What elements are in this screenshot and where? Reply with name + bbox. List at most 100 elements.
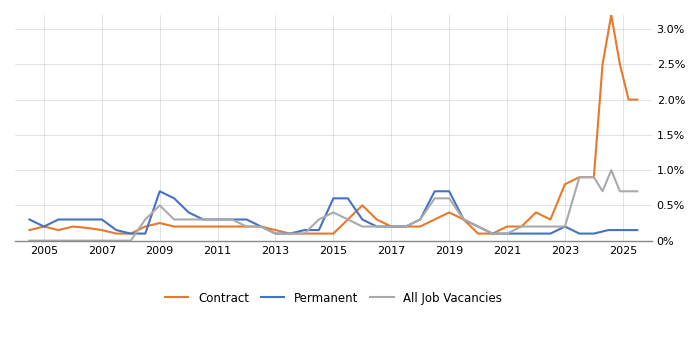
Permanent xyxy=(633,228,641,232)
All Job Vacancies xyxy=(616,189,624,194)
Permanent xyxy=(489,231,497,236)
Contract xyxy=(517,224,526,229)
Contract xyxy=(358,203,367,208)
Contract xyxy=(329,231,337,236)
Permanent xyxy=(242,217,251,222)
Permanent xyxy=(430,189,439,194)
Permanent xyxy=(503,231,511,236)
Permanent xyxy=(300,228,309,232)
All Job Vacancies xyxy=(598,189,607,194)
Contract xyxy=(54,228,62,232)
Permanent xyxy=(416,217,424,222)
All Job Vacancies xyxy=(127,239,135,243)
Permanent xyxy=(112,228,120,232)
Contract xyxy=(459,217,468,222)
Line: Permanent: Permanent xyxy=(29,191,637,233)
Contract xyxy=(300,231,309,236)
All Job Vacancies xyxy=(517,224,526,229)
Permanent xyxy=(170,196,178,201)
Contract xyxy=(616,62,624,66)
Contract xyxy=(489,231,497,236)
Contract xyxy=(445,210,454,215)
Permanent xyxy=(185,210,193,215)
All Job Vacancies xyxy=(155,203,164,208)
Permanent xyxy=(604,228,612,232)
Contract xyxy=(575,175,584,179)
All Job Vacancies xyxy=(257,224,265,229)
All Job Vacancies xyxy=(185,217,193,222)
All Job Vacancies xyxy=(272,231,280,236)
All Job Vacancies xyxy=(546,224,554,229)
All Job Vacancies xyxy=(430,196,439,201)
Contract xyxy=(344,217,352,222)
Contract xyxy=(315,231,323,236)
All Job Vacancies xyxy=(474,224,482,229)
Contract xyxy=(112,231,120,236)
All Job Vacancies xyxy=(141,217,149,222)
All Job Vacancies xyxy=(83,239,92,243)
Contract xyxy=(257,224,265,229)
Permanent xyxy=(459,217,468,222)
All Job Vacancies xyxy=(97,239,106,243)
All Job Vacancies xyxy=(286,231,294,236)
All Job Vacancies xyxy=(40,239,48,243)
Permanent xyxy=(272,231,280,236)
All Job Vacancies xyxy=(372,224,381,229)
Contract xyxy=(83,226,92,230)
Contract xyxy=(589,175,598,179)
Contract xyxy=(430,217,439,222)
Permanent xyxy=(228,217,237,222)
Permanent xyxy=(329,196,337,201)
Contract xyxy=(624,98,633,102)
Contract xyxy=(532,210,540,215)
Contract xyxy=(272,228,280,232)
Permanent xyxy=(372,224,381,229)
Permanent xyxy=(25,217,34,222)
Line: All Job Vacancies: All Job Vacancies xyxy=(29,170,637,241)
Contract xyxy=(474,231,482,236)
Contract xyxy=(561,182,569,186)
All Job Vacancies xyxy=(344,217,352,222)
Contract xyxy=(416,224,424,229)
Permanent xyxy=(344,196,352,201)
Contract xyxy=(69,224,77,229)
Permanent xyxy=(561,224,569,229)
All Job Vacancies xyxy=(445,196,454,201)
Contract xyxy=(633,98,641,102)
Permanent xyxy=(315,228,323,232)
Permanent xyxy=(575,231,584,236)
Contract xyxy=(25,228,34,232)
All Job Vacancies xyxy=(214,217,222,222)
Permanent xyxy=(214,217,222,222)
Permanent xyxy=(474,224,482,229)
Contract xyxy=(170,224,178,229)
All Job Vacancies xyxy=(575,175,584,179)
Permanent xyxy=(257,224,265,229)
All Job Vacancies xyxy=(54,239,62,243)
Permanent xyxy=(199,217,207,222)
Permanent xyxy=(445,189,454,194)
Contract xyxy=(155,221,164,225)
All Job Vacancies xyxy=(315,217,323,222)
Contract xyxy=(214,224,222,229)
Permanent xyxy=(141,231,149,236)
All Job Vacancies xyxy=(589,175,598,179)
All Job Vacancies xyxy=(170,217,178,222)
Line: Contract: Contract xyxy=(29,15,637,233)
All Job Vacancies xyxy=(112,239,120,243)
All Job Vacancies xyxy=(228,217,237,222)
All Job Vacancies xyxy=(624,189,633,194)
Permanent xyxy=(155,189,164,194)
Permanent xyxy=(97,217,106,222)
Contract xyxy=(97,228,106,232)
Contract xyxy=(503,224,511,229)
Permanent xyxy=(54,217,62,222)
Contract xyxy=(228,224,237,229)
Permanent xyxy=(358,217,367,222)
All Job Vacancies xyxy=(387,224,395,229)
Permanent xyxy=(402,224,410,229)
Permanent xyxy=(286,231,294,236)
Contract xyxy=(598,62,607,66)
Permanent xyxy=(546,231,554,236)
Contract xyxy=(141,224,149,229)
